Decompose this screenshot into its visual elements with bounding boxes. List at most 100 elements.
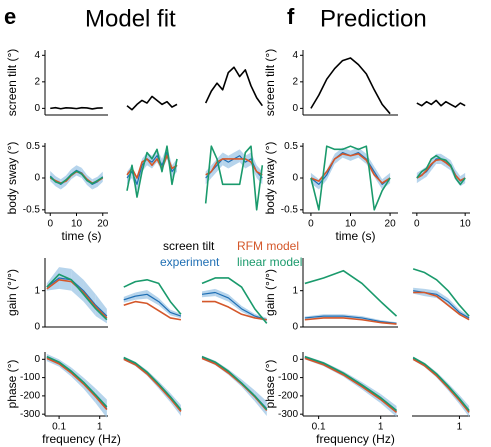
- y-tick-label: -0.5: [23, 204, 41, 215]
- x-axis-label: frequency (Hz): [42, 432, 121, 446]
- panel: 0 2 4 screen tilt (°): [263, 49, 398, 116]
- x-tick-label: 0: [414, 219, 420, 230]
- legend-entry: experiment: [160, 255, 220, 269]
- legend-entry: screen tilt: [163, 239, 215, 253]
- series-line: [123, 356, 182, 411]
- series-line: [126, 95, 178, 111]
- y-axis-label: body sway (°): [263, 142, 277, 215]
- series-line: [310, 145, 391, 211]
- series-line: [46, 273, 108, 321]
- series-line: [412, 356, 470, 412]
- panel-letter: e: [4, 4, 16, 29]
- panel: 0 1 gain (°/°): [5, 258, 108, 333]
- x-tick-label: 1: [457, 422, 463, 433]
- y-axis-label: screen tilt (°): [263, 49, 277, 116]
- series-line: [201, 277, 268, 324]
- panel: [126, 95, 178, 111]
- y-tick-label: -300: [278, 409, 298, 420]
- panel: [123, 356, 182, 416]
- y-axis-label: body sway (°): [5, 142, 19, 215]
- x-tick-label: 20: [385, 219, 397, 230]
- x-axis-label: frequency (Hz): [316, 432, 395, 446]
- x-tick-label: 10: [460, 219, 472, 230]
- y-tick-label: 2: [292, 76, 298, 87]
- panel: 1: [412, 356, 470, 433]
- y-axis-label: gain (°/°): [5, 269, 19, 316]
- y-tick-label: 4: [292, 50, 298, 61]
- y-tick-label: -200: [278, 391, 298, 402]
- y-tick-label: -0.5: [281, 204, 299, 215]
- series-line: [204, 145, 264, 211]
- y-tick-label: 1: [34, 285, 40, 296]
- y-axis-label: screen tilt (°): [5, 49, 19, 116]
- panel: [416, 99, 466, 108]
- series-line: [201, 291, 267, 321]
- panel: -0.5 0 0.5 0 10 20 body sway (°) time (s): [5, 141, 109, 243]
- y-tick-label: 0: [34, 103, 40, 114]
- series-line: [46, 277, 108, 317]
- y-tick-label: -300: [20, 409, 40, 420]
- panel: [201, 355, 268, 416]
- series-line: [202, 300, 267, 321]
- panel: 0 2 4 screen tilt (°): [5, 49, 108, 116]
- y-tick-label: 0.5: [284, 141, 298, 152]
- panel: 0 10: [412, 153, 472, 230]
- x-tick-label: 20: [97, 219, 109, 230]
- x-axis-label: time (s): [336, 229, 376, 243]
- panel: [126, 145, 178, 198]
- panel: [201, 277, 268, 324]
- x-tick-label: 10: [71, 219, 83, 230]
- y-axis-label: phase (°): [263, 360, 277, 409]
- series-line: [412, 358, 470, 413]
- x-tick-label: 1: [378, 422, 384, 433]
- series-line: [304, 357, 398, 413]
- panel-letter: f: [287, 4, 295, 29]
- series-line: [126, 145, 178, 198]
- panel: 0 -100 -200 -300 0.1 1 phase (°) frequency (Hz): [263, 352, 398, 446]
- legend-entry: RFM model: [237, 239, 299, 253]
- panel: 0 -100 -200 -300 0.1 1 phase (°) frequency (Hz): [5, 352, 121, 446]
- x-tick-label: 0.1: [52, 422, 66, 433]
- series-line: [310, 57, 391, 115]
- y-tick-label: 1: [292, 285, 298, 296]
- y-axis-label: phase (°): [5, 360, 19, 409]
- y-tick-label: 0.5: [26, 141, 40, 152]
- x-axis-label: time (s): [62, 229, 102, 243]
- y-tick-label: -100: [278, 372, 298, 383]
- y-tick-label: 0: [292, 322, 298, 333]
- series-line: [416, 99, 466, 108]
- series-line: [123, 278, 182, 315]
- x-tick-label: 10: [345, 219, 357, 230]
- y-tick-label: 0: [292, 173, 298, 184]
- series-line: [50, 106, 103, 110]
- series-line: [123, 300, 182, 321]
- y-tick-label: 0: [34, 173, 40, 184]
- series-line: [304, 355, 398, 412]
- panel-title: Prediction: [320, 5, 427, 32]
- series-line: [304, 269, 398, 317]
- y-tick-label: 4: [34, 50, 40, 61]
- x-tick-label: 0: [308, 219, 314, 230]
- y-axis-label: gain (°/°): [263, 269, 277, 316]
- series-line: [413, 291, 470, 321]
- panel: [204, 66, 263, 107]
- series-line: [49, 170, 104, 185]
- y-tick-label: -200: [20, 391, 40, 402]
- y-tick-label: 0: [292, 103, 298, 114]
- y-tick-label: 0: [34, 322, 40, 333]
- series-line: [123, 293, 182, 317]
- panel: [123, 278, 182, 321]
- x-tick-label: 0.1: [312, 422, 326, 433]
- series-line: [310, 153, 391, 184]
- x-tick-label: 1: [97, 422, 103, 433]
- y-tick-label: 0: [292, 354, 298, 365]
- series-line: [416, 154, 466, 186]
- series-line: [46, 357, 108, 411]
- y-tick-label: 0: [34, 354, 40, 365]
- y-tick-label: 2: [34, 76, 40, 87]
- panel-title: Model fit: [85, 5, 176, 32]
- panel: [412, 268, 470, 321]
- legend-entry: linear model: [237, 255, 302, 269]
- series-line: [204, 66, 263, 107]
